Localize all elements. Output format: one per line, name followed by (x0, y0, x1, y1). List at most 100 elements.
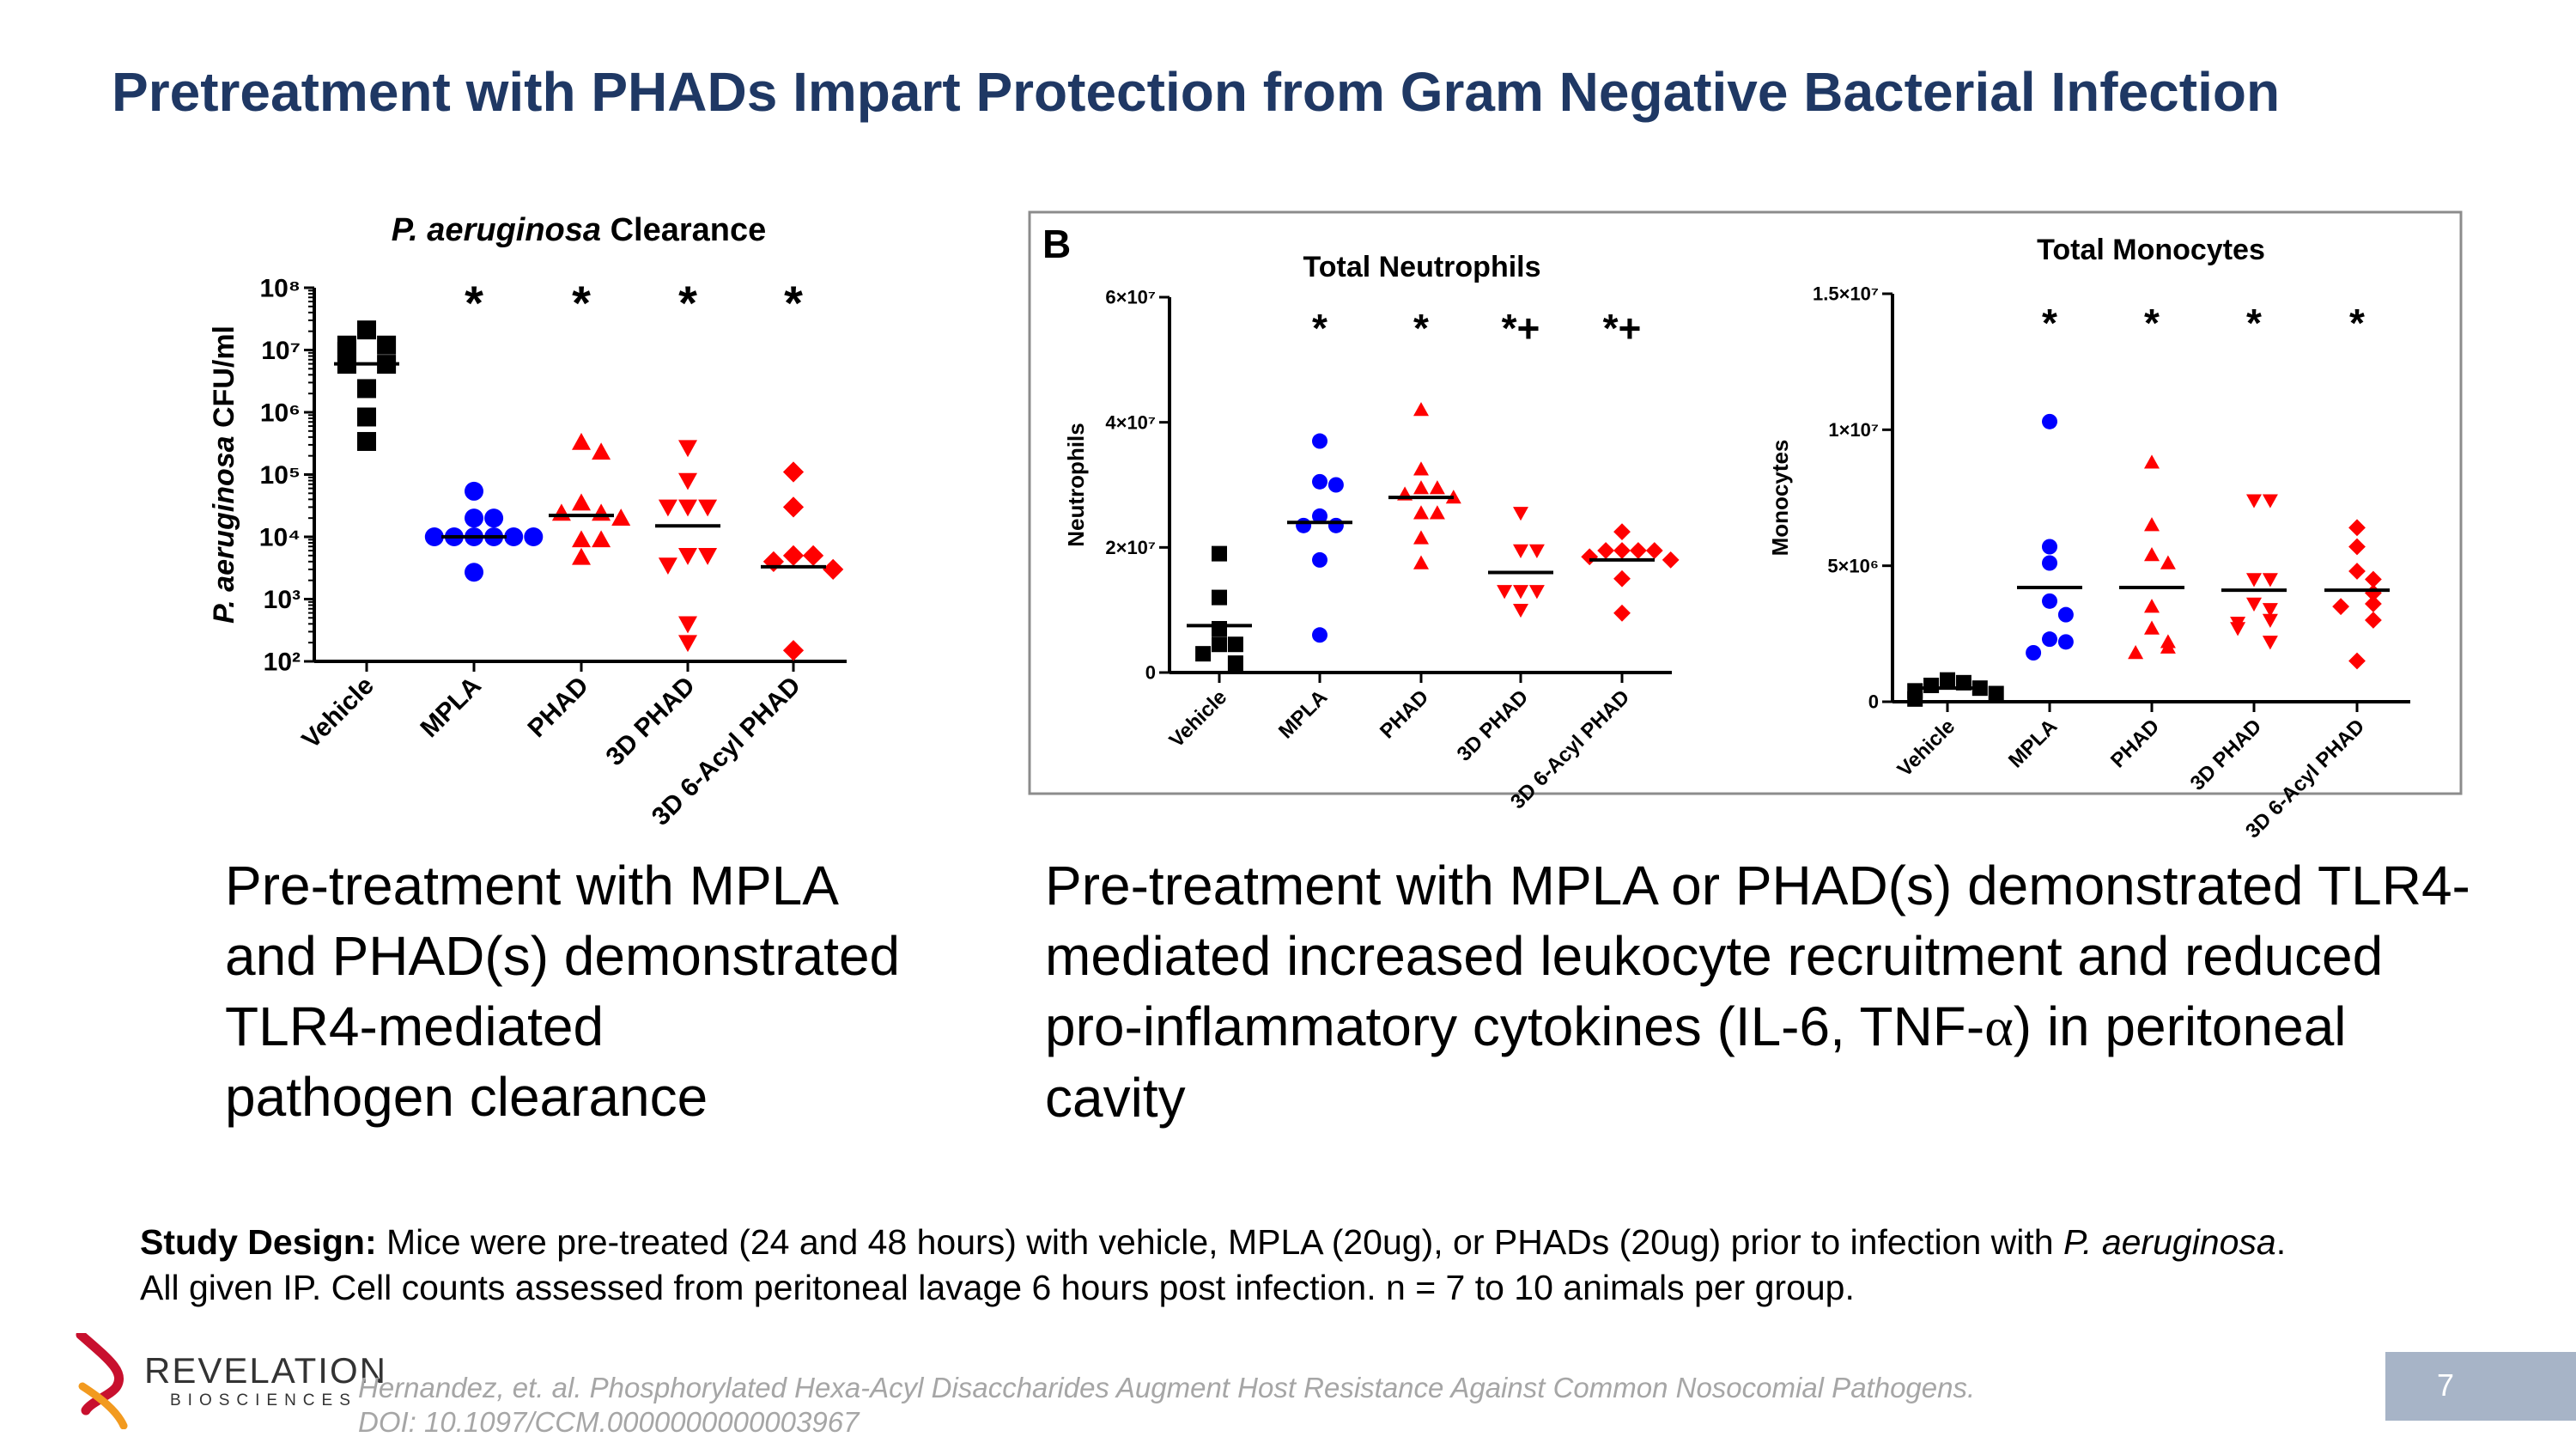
significance-marker: * (784, 276, 803, 330)
data-point-diamond (2348, 519, 2366, 537)
data-point-square (1195, 646, 1212, 662)
data-point-diamond (1613, 542, 1631, 559)
data-point-triangle-down (2230, 622, 2246, 636)
data-point-triangle-up (2128, 645, 2144, 660)
data-point-triangle-up (592, 530, 611, 548)
data-point-diamond (782, 545, 805, 566)
data-point-triangle-up (2144, 454, 2160, 469)
data-point-triangle-down (658, 499, 677, 517)
summary-line: pathogen clearance (225, 1066, 708, 1128)
panel-label: B (1042, 222, 1071, 266)
data-point-triangle-up (1413, 480, 1429, 495)
data-point-diamond (2348, 538, 2366, 556)
y-axis-label: P. aeruginosa CFU/ml (208, 326, 240, 624)
x-tick-label: PHAD (1376, 685, 1433, 743)
y-tick-label: 1×10⁷ (1828, 419, 1879, 441)
data-point-triangle-down (658, 557, 677, 575)
data-point-circle (1327, 517, 1344, 533)
data-point-triangle-down (2262, 613, 2278, 628)
data-point-triangle-down (1513, 603, 1528, 618)
data-point-diamond (782, 640, 805, 661)
data-point-circle (504, 527, 524, 546)
data-point-triangle-down (1497, 585, 1513, 600)
data-point-triangle-down (2246, 597, 2262, 612)
data-point-triangle-up (1413, 505, 1429, 520)
study-design-label: Study Design: (140, 1222, 377, 1262)
data-point-circle (2057, 606, 2074, 623)
data-point-triangle-down (678, 499, 697, 517)
data-point-circle (1312, 508, 1327, 524)
data-point-diamond (1662, 551, 1680, 569)
y-tick-label: 10⁴ (259, 524, 301, 552)
x-tick-label: PHAD (523, 672, 594, 743)
significance-marker: * (678, 276, 697, 330)
data-point-diamond (782, 496, 805, 518)
y-tick-label: 10⁶ (260, 399, 301, 428)
y-axis-label: Neutrophils (1063, 423, 1089, 546)
data-point-triangle-up (1413, 461, 1429, 476)
summary-line: pro-inflammatory cytokines (IL-6, TNF-α)… (1045, 991, 2576, 1062)
data-point-triangle-up (1413, 402, 1429, 417)
y-axis-label: Monocytes (1767, 440, 1793, 557)
data-point-diamond (2365, 595, 2382, 612)
data-point-circle (2042, 593, 2057, 609)
data-point-diamond (2365, 570, 2382, 588)
data-point-circle (2042, 413, 2057, 429)
chart-title: Total Monocytes (2037, 234, 2265, 266)
data-point-square (1940, 672, 1955, 688)
data-point-triangle-up (1429, 505, 1445, 520)
data-point-circle (2057, 634, 2074, 650)
data-point-square (357, 407, 376, 427)
data-point-triangle-down (2246, 573, 2262, 588)
x-tick-label: MPLA (1274, 685, 1332, 743)
data-point-square (357, 431, 376, 451)
data-point-triangle-up (572, 432, 591, 450)
study-design: Study Design: Mice were pre-treated (24 … (140, 1220, 2287, 1311)
data-point-triangle-down (2246, 494, 2262, 508)
y-tick-label: 10³ (264, 586, 301, 614)
data-point-diamond (1581, 548, 1599, 566)
data-point-triangle-down (1513, 585, 1528, 600)
data-point-circle (465, 481, 483, 501)
data-point-circle (2042, 631, 2057, 648)
data-point-circle (1327, 477, 1344, 493)
data-point-square (357, 320, 376, 340)
data-point-diamond (1645, 542, 1663, 559)
data-point-triangle-up (572, 547, 591, 565)
summary-line: TLR4-mediated (225, 995, 605, 1057)
data-point-diamond (2348, 652, 2366, 670)
chart-title-italic: P. aeruginosa (392, 212, 601, 248)
logo-subtitle: BIOSCIENCES (170, 1391, 357, 1409)
significance-marker: *+ (1603, 306, 1642, 350)
data-point-triangle-down (698, 548, 718, 565)
study-design-text: Mice were pre-treated (24 and 48 hours) … (376, 1222, 2063, 1262)
data-point-circle (1296, 517, 1312, 533)
data-point-square (1212, 621, 1227, 637)
clearance-summary: Pre-treatment with MPLA and PHAD(s) demo… (225, 850, 998, 1132)
data-point-triangle-down (678, 616, 697, 634)
summary-text: ) in peritoneal (2013, 995, 2347, 1057)
slide-title: Pretreatment with PHADs Impart Protectio… (112, 61, 2281, 123)
data-point-triangle-down (2262, 636, 2278, 650)
data-point-diamond (1613, 523, 1631, 541)
significance-marker: * (465, 276, 483, 330)
significance-marker: * (2144, 301, 2160, 345)
data-point-diamond (1613, 569, 1631, 588)
data-point-circle (484, 508, 504, 528)
significance-marker: * (2349, 301, 2365, 345)
summary-line: cavity (1045, 1067, 1186, 1129)
y-tick-label: 2×10⁷ (1105, 537, 1156, 558)
data-point-triangle-up (611, 508, 631, 526)
x-tick-label: 3D PHAD (1453, 685, 1534, 766)
y-tick-label: 6×10⁷ (1105, 287, 1156, 308)
study-design-text: . All given IP. Cell counts assessed fro… (140, 1222, 2287, 1307)
data-point-triangle-down (678, 440, 697, 458)
data-point-square (1227, 655, 1243, 672)
x-tick-label: 3D PHAD (600, 672, 700, 771)
data-point-circle (2042, 539, 2057, 555)
data-point-circle (1312, 473, 1327, 490)
data-point-triangle-down (2262, 573, 2278, 588)
significance-marker: *+ (1502, 306, 1540, 350)
citation-line: Hernandez, et. al. Phosphorylated Hexa-A… (358, 1372, 1976, 1403)
